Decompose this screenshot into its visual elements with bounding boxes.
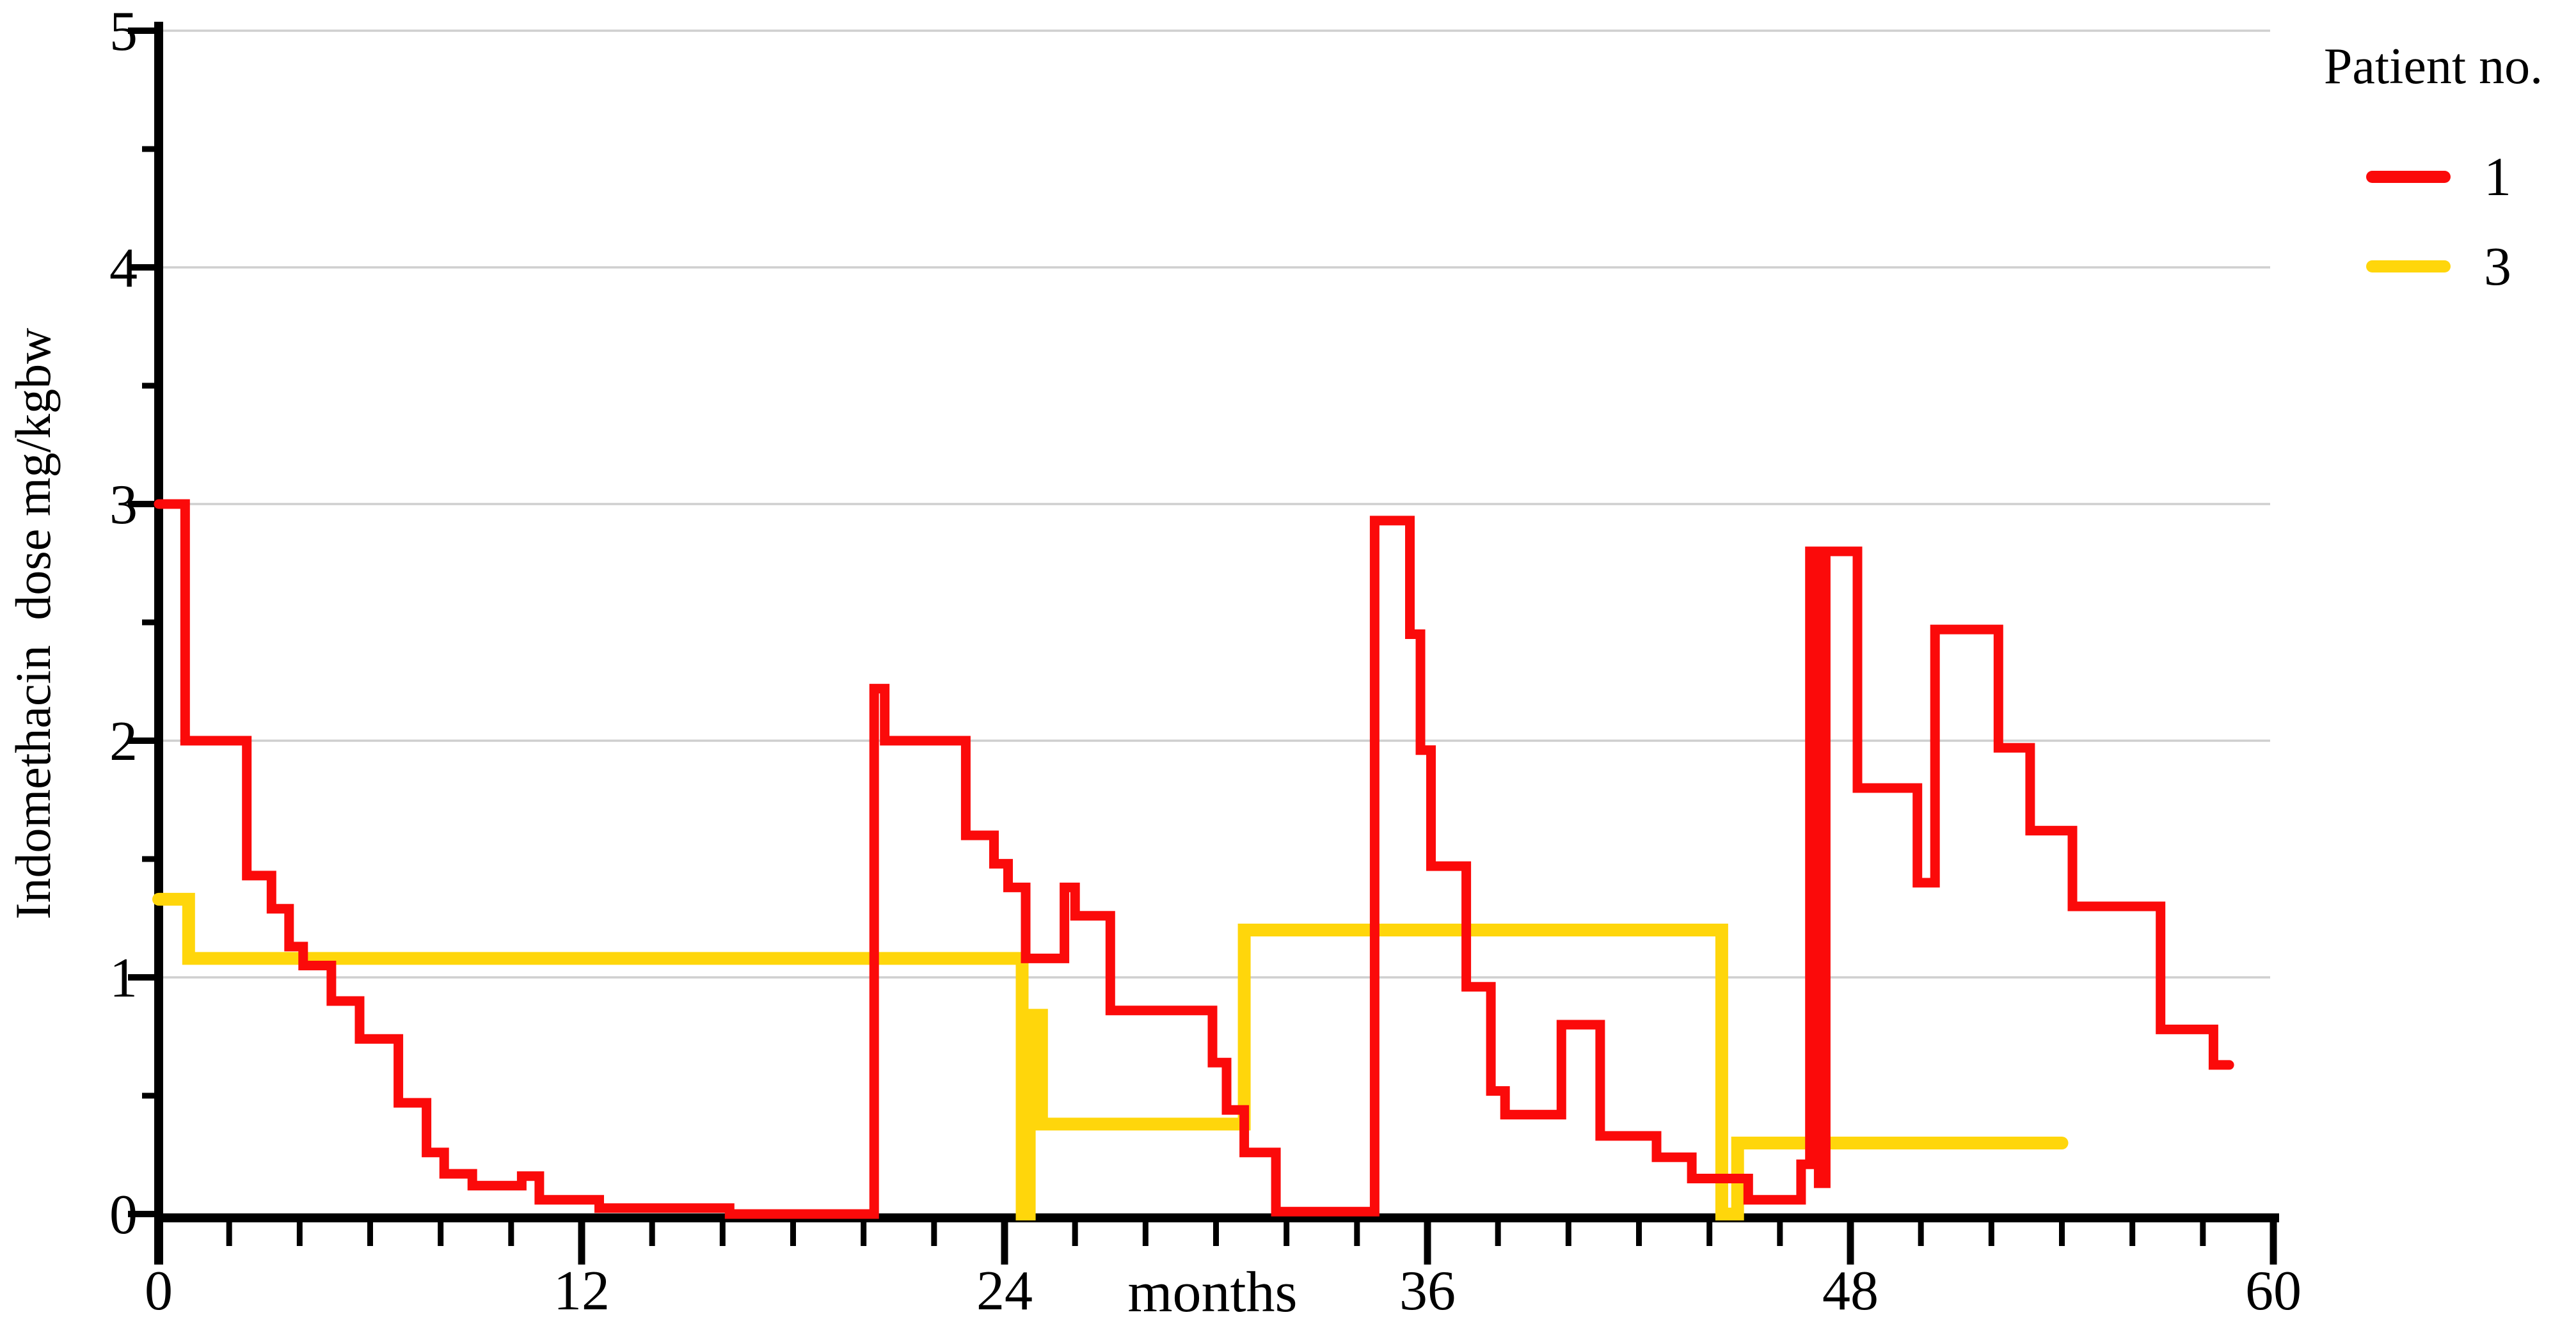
legend-label-patient-1: 1 — [2484, 146, 2511, 207]
legend: Patient no. 1 3 — [2291, 38, 2576, 296]
y-tick-label-3: 3 — [109, 474, 138, 536]
x-tick-label-48: 48 — [1822, 1260, 1879, 1322]
x-tick-label-36: 36 — [1399, 1260, 1456, 1322]
x-tick-label-24: 24 — [976, 1260, 1033, 1322]
y-tick-label-5: 5 — [109, 1, 138, 63]
y-axis-title: Indomethacin dose mg/kgbw — [5, 327, 61, 920]
x-tick-label-0: 0 — [145, 1260, 173, 1322]
series-patient-3-line — [152, 892, 2069, 1220]
x-tick-label-12: 12 — [553, 1260, 610, 1322]
legend-label-patient-3: 3 — [2484, 235, 2511, 297]
y-tick-label-4: 4 — [109, 237, 138, 299]
legend-item-patient-1: 1 — [2366, 147, 2511, 206]
y-tick-label-0: 0 — [109, 1184, 138, 1246]
series-patient-1-line — [154, 499, 2234, 1219]
x-axis-title: months — [1127, 1261, 1298, 1324]
legend-swatch-patient-1 — [2366, 170, 2451, 183]
x-tick-label-60: 60 — [2245, 1260, 2302, 1322]
legend-item-patient-3: 3 — [2366, 237, 2511, 296]
y-tick-label-2: 2 — [109, 711, 138, 773]
legend-title: Patient no. — [2323, 38, 2543, 95]
legend-swatch-patient-3 — [2366, 260, 2451, 272]
y-tick-label-1: 1 — [109, 947, 138, 1009]
